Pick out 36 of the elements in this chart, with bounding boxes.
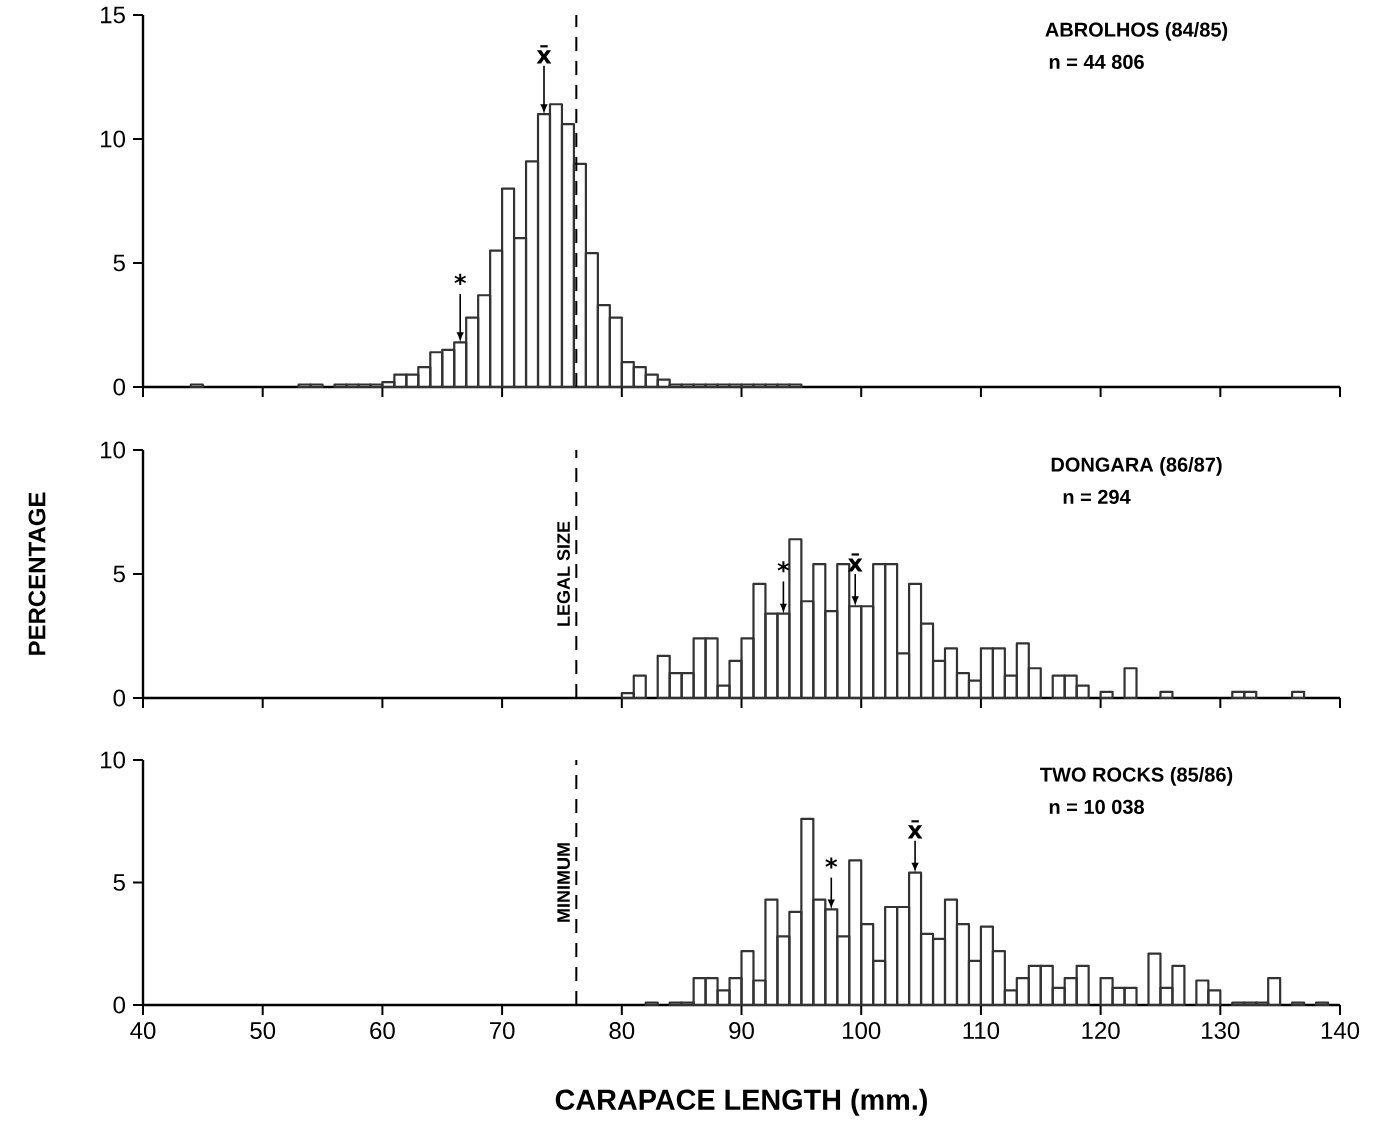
ref-line-label: MINIMUM: [557, 843, 570, 922]
y-tick-label: 10: [101, 441, 126, 459]
text: n = 294: [1063, 489, 1131, 504]
x-tick-label: 100: [843, 1022, 881, 1040]
ref-line-label: LEGAL SIZE: [557, 521, 570, 626]
y-tick-label: 0: [113, 996, 126, 1014]
chart-title: TWO ROCKS (85/86): [1040, 767, 1233, 786]
text: n = 44 806: [1049, 54, 1144, 69]
x-tick-label: 120: [1082, 1022, 1120, 1040]
y-tick-label: 10: [101, 130, 126, 148]
x-tick-label: 90: [729, 1022, 754, 1040]
annotation: x̄: [536, 45, 552, 64]
y-axis-title: PERCENTAGE: [28, 492, 46, 655]
y-tick-label: 5: [113, 874, 125, 891]
x-axis-title: CARAPACE LENGTH (mm.): [555, 1088, 927, 1116]
x-tick-label: 60: [370, 1022, 395, 1040]
x-tick-label: 140: [1321, 1022, 1360, 1040]
y-tick-label: 5: [113, 254, 125, 272]
y-tick-label: 5: [113, 565, 125, 583]
annotation: *: [825, 857, 838, 869]
y-tick-label: 0: [113, 378, 126, 396]
chart-title: ABROLHOS (84/85): [1045, 22, 1228, 41]
y-tick-label: 10: [101, 751, 126, 769]
y-tick-label: 15: [101, 6, 125, 24]
x-tick-label: 130: [1202, 1022, 1240, 1040]
x-tick-label: 70: [489, 1022, 515, 1040]
annotation: x̄: [907, 820, 923, 839]
annotation: *: [454, 273, 467, 285]
y-tick-label: 0: [113, 689, 126, 707]
x-tick-label: 50: [250, 1022, 276, 1040]
annotation: x̄: [847, 553, 863, 572]
x-tick-label: 110: [963, 1022, 1000, 1040]
text: n = 10 038: [1049, 799, 1144, 815]
x-tick-label: 80: [609, 1022, 635, 1040]
x-tick-label: 40: [130, 1022, 156, 1040]
chart-title: DONGARA (86/87): [1051, 457, 1222, 476]
